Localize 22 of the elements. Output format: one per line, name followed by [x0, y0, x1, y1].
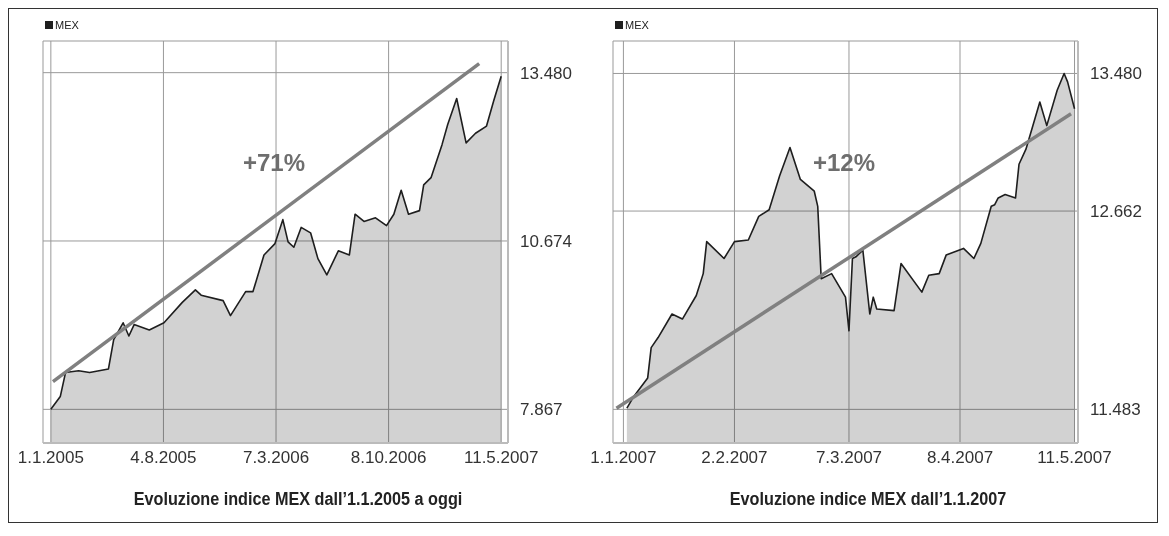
x-tick-label: 8.10.2006: [350, 448, 427, 468]
x-tick-label: 7.3.2007: [815, 448, 883, 468]
x-tick-label: 4.8.2005: [130, 448, 197, 468]
text: Evoluzione indice MEX dall’1.1.2005 a oggi: [132, 489, 464, 510]
x-tick-label: 8.4.2007: [926, 448, 994, 468]
annotation: +71%: [243, 149, 306, 177]
legend-label: MEX: [624, 19, 649, 31]
x-tick-label: 1.1.2005: [17, 448, 84, 468]
y-tick-label: 12.662: [1090, 202, 1142, 222]
x-tick-label: 1.1.2007: [590, 448, 657, 468]
y-tick-label: 11.483: [1090, 400, 1141, 420]
x-tick-label: 11.5.2007: [1037, 448, 1112, 468]
y-tick-label: 13.480: [520, 63, 572, 83]
y-tick-label: 10.674: [520, 231, 572, 251]
x-tick-label: 2.2.2007: [701, 448, 768, 468]
legend-label: MEX: [54, 19, 79, 31]
annotation: +12%: [813, 149, 876, 177]
y-tick-label: 7.867: [520, 400, 563, 420]
y-tick-label: 13.480: [1090, 64, 1142, 84]
x-tick-label: 11.5.2007: [464, 448, 539, 468]
x-tick-label: 7.3.2006: [242, 448, 310, 468]
text: Evoluzione indice MEX dall’1.1.2007: [728, 489, 1008, 510]
